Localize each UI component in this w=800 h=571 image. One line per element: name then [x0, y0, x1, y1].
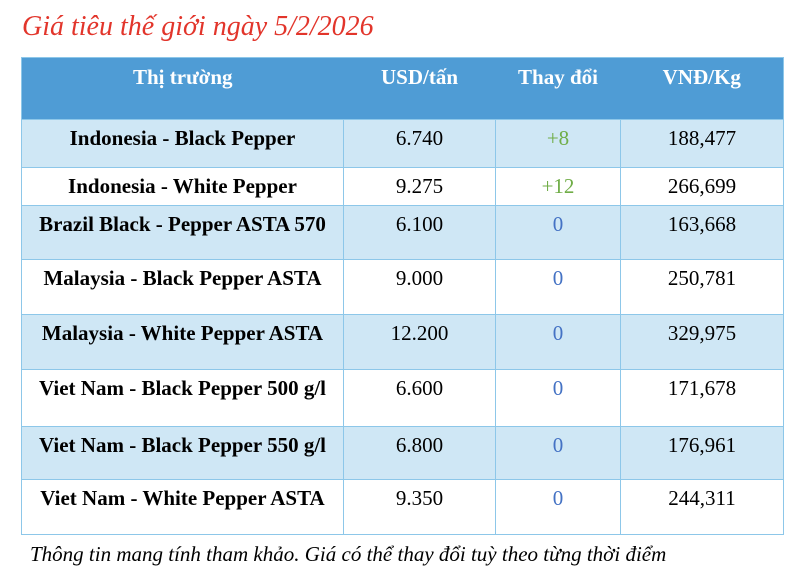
vnd-cell: 329,975: [620, 314, 784, 370]
table-header-row: Thị trường USD/tấn Thay đổi VNĐ/Kg: [21, 57, 784, 120]
table-row: Viet Nam - Black Pepper 550 g/l 6.800 0 …: [21, 426, 784, 480]
usd-cell: 6.800: [343, 426, 496, 480]
market-cell: Indonesia - White Pepper: [21, 167, 344, 206]
disclaimer-text: Thông tin mang tính tham khảo. Giá có th…: [30, 542, 667, 566]
vnd-cell: 188,477: [620, 119, 784, 168]
table-row: Indonesia - White Pepper 9.275 +12 266,6…: [21, 167, 784, 206]
usd-cell: 6.740: [343, 119, 496, 168]
column-header-change: Thay đổi: [495, 57, 621, 120]
market-cell: Malaysia - Black Pepper ASTA: [21, 259, 344, 315]
page-title: Giá tiêu thế giới ngày 5/2/2026: [22, 11, 374, 42]
change-cell: 0: [495, 369, 621, 427]
market-cell: Malaysia - White Pepper ASTA: [21, 314, 344, 370]
column-header-market: Thị trường: [21, 57, 344, 120]
usd-cell: 9.000: [343, 259, 496, 315]
vnd-cell: 171,678: [620, 369, 784, 427]
change-cell: 0: [495, 426, 621, 480]
usd-cell: 12.200: [343, 314, 496, 370]
usd-cell: 9.275: [343, 167, 496, 206]
usd-cell: 9.350: [343, 479, 496, 535]
change-cell: 0: [495, 314, 621, 370]
vnd-cell: 266,699: [620, 167, 784, 206]
market-cell: Viet Nam - White Pepper ASTA: [21, 479, 344, 535]
column-header-vnd: VNĐ/Kg: [620, 57, 784, 120]
table-row: Brazil Black - Pepper ASTA 570 6.100 0 1…: [21, 205, 784, 260]
change-cell: 0: [495, 259, 621, 315]
market-cell: Indonesia - Black Pepper: [21, 119, 344, 168]
change-cell: +8: [495, 119, 621, 168]
pepper-price-table: Thị trường USD/tấn Thay đổi VNĐ/Kg Indon…: [21, 57, 784, 535]
vnd-cell: 244,311: [620, 479, 784, 535]
pepper-price-page: Giá tiêu thế giới ngày 5/2/2026 Thị trườ…: [0, 8, 800, 571]
vnd-cell: 163,668: [620, 205, 784, 260]
market-cell: Viet Nam - Black Pepper 550 g/l: [21, 426, 344, 480]
market-cell: Brazil Black - Pepper ASTA 570: [21, 205, 344, 260]
usd-cell: 6.100: [343, 205, 496, 260]
change-cell: +12: [495, 167, 621, 206]
vnd-cell: 250,781: [620, 259, 784, 315]
table-row: Malaysia - Black Pepper ASTA 9.000 0 250…: [21, 259, 784, 315]
table-row: Indonesia - Black Pepper 6.740 +8 188,47…: [21, 119, 784, 168]
vnd-cell: 176,961: [620, 426, 784, 480]
table-row: Malaysia - White Pepper ASTA 12.200 0 32…: [21, 314, 784, 370]
change-cell: 0: [495, 205, 621, 260]
table-row: Viet Nam - Black Pepper 500 g/l 6.600 0 …: [21, 369, 784, 427]
usd-cell: 6.600: [343, 369, 496, 427]
table-row: Viet Nam - White Pepper ASTA 9.350 0 244…: [21, 479, 784, 535]
column-header-usd: USD/tấn: [343, 57, 496, 120]
market-cell: Viet Nam - Black Pepper 500 g/l: [21, 369, 344, 427]
change-cell: 0: [495, 479, 621, 535]
